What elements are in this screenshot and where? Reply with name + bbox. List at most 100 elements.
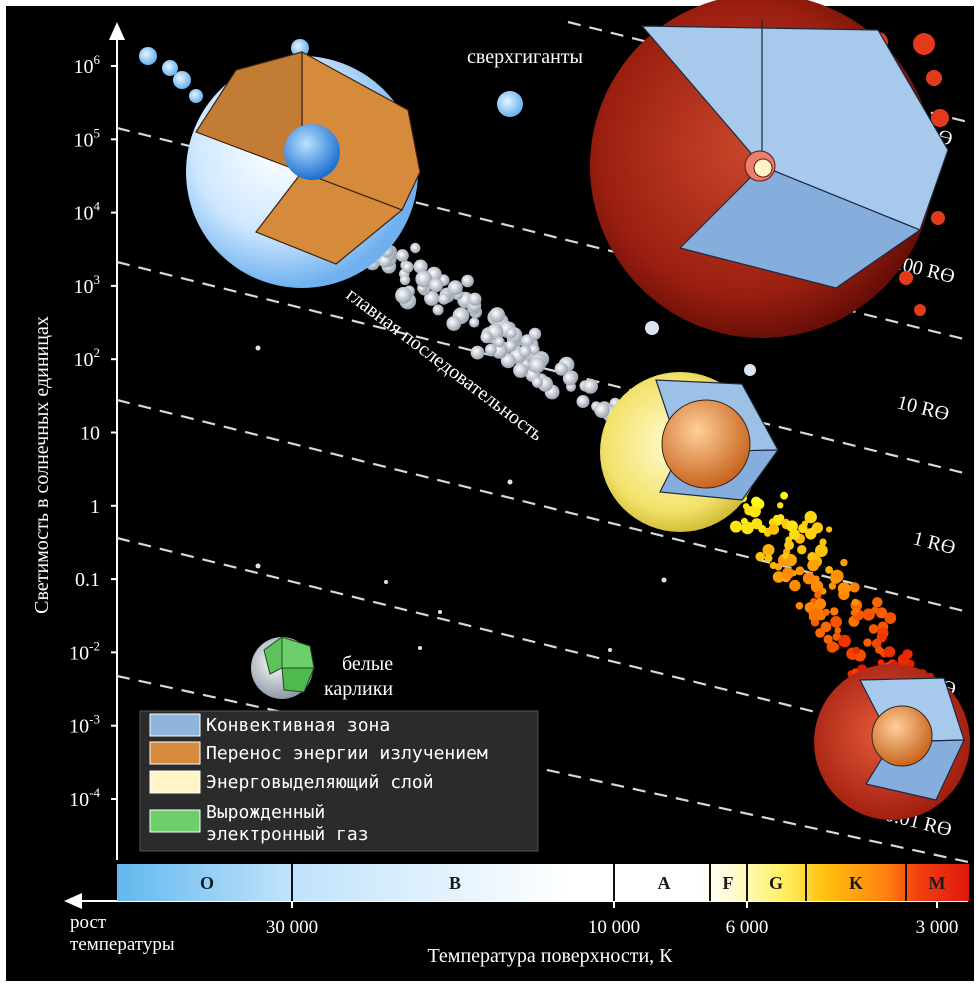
star-dot [804,510,817,524]
x-tick-label: 3 000 [916,917,959,938]
star-dot [862,608,875,621]
star-dot [823,634,833,645]
star-dot [506,327,517,339]
star-dot [931,109,949,127]
star-dot [826,526,833,533]
star-dot [395,286,413,304]
star-dot [876,607,888,619]
star-dot [852,646,860,655]
star-dot [384,580,388,584]
star-dot [914,304,926,316]
star-dot [807,552,818,562]
star-dot [755,551,765,562]
radius-line-1 [116,398,969,614]
star-dot [762,544,775,556]
star-dot [494,336,505,348]
star-dot [798,523,808,534]
star-dot [485,343,497,356]
legend-swatch-degenerate-gas [149,809,201,833]
legend-label-degenerate-gas-line2: электронный газ [206,824,369,845]
star-dot [850,609,858,616]
star-dot [782,567,794,580]
star-dot [418,646,422,650]
legend-label-degenerate-gas-line1: Вырожденный [206,802,325,823]
star-dot [807,559,820,572]
star-dot [461,274,474,288]
star-dot [438,293,450,305]
star-dot [849,582,860,593]
star-dot [744,364,756,376]
star-dot [851,598,859,606]
star-dot [825,566,833,574]
star-dot [424,290,440,306]
legend-swatch-convective [149,713,201,737]
x-tick-label: 10 000 [588,917,640,938]
star-dot [789,529,800,540]
star-dot [529,357,546,374]
star-dot [189,89,203,103]
star-dot [834,627,842,634]
star-dot [468,292,482,306]
star-dot [837,582,851,595]
spectral-class-label: M [929,873,946,893]
spectral-class-label: G [769,873,783,893]
y-tick-label: 104 [74,199,101,225]
star-dot [777,502,784,509]
legend-label-radiative: Перенос энергии излучением [206,743,488,764]
star-dot [863,638,872,647]
y-tick-label: 103 [74,272,101,298]
star-dot [815,544,828,557]
legend-label-convective: Конвективная зона [206,715,390,736]
star-dot [764,554,773,563]
star-dot [830,569,844,583]
star-dot [730,520,742,533]
star-dot [913,33,935,55]
star-dot [822,608,830,616]
white-dwarf-illustration [251,636,315,699]
star-dot [805,528,817,540]
star-dot [415,270,433,288]
star-dot [814,591,822,599]
star-dot [868,624,879,634]
y-axis-title: Светимость в солнечных единицах [31,316,53,614]
supergiants-label: сверхгиганты [467,46,583,68]
star-dot [840,558,848,567]
star-dot [899,271,913,285]
star-dot [838,634,851,648]
star-dot [513,362,529,378]
star-dot [497,91,523,117]
star-dot [871,638,882,649]
star-dot [399,274,411,286]
y-tick-label: 102 [74,345,101,371]
x-tick-label: 30 000 [266,917,318,938]
star-dot [782,552,789,559]
star-dot [741,521,754,535]
radius-line-10 [116,260,969,476]
yellow-star-illustration [600,372,780,532]
white-dwarfs-label-line2: карлики [324,678,393,700]
legend: Конвективная зона Перенос энергии излуче… [139,710,539,852]
x-tick-label: 6 000 [726,917,769,938]
y-tick-label: 10-2 [69,638,100,664]
star-dot [784,540,794,551]
star-dot [438,610,442,614]
star-dot [768,524,780,535]
star-dot [748,505,761,518]
y-tick-label: 0.1 [75,569,100,591]
star-dot [504,340,517,352]
spectral-class-label: B [449,873,461,893]
star-dot [432,304,444,316]
star-dot [162,60,178,76]
star-dot [797,545,807,555]
star-dot [742,503,750,510]
star-dot [769,561,777,570]
star-dot [814,598,827,610]
star-dot [830,616,842,628]
star-dot [489,307,506,323]
star-dot [789,579,801,592]
star-dot [819,538,827,546]
star-dot [469,317,480,328]
y-tick-label: 10-4 [69,785,100,811]
y-tick-label: 105 [74,125,101,151]
